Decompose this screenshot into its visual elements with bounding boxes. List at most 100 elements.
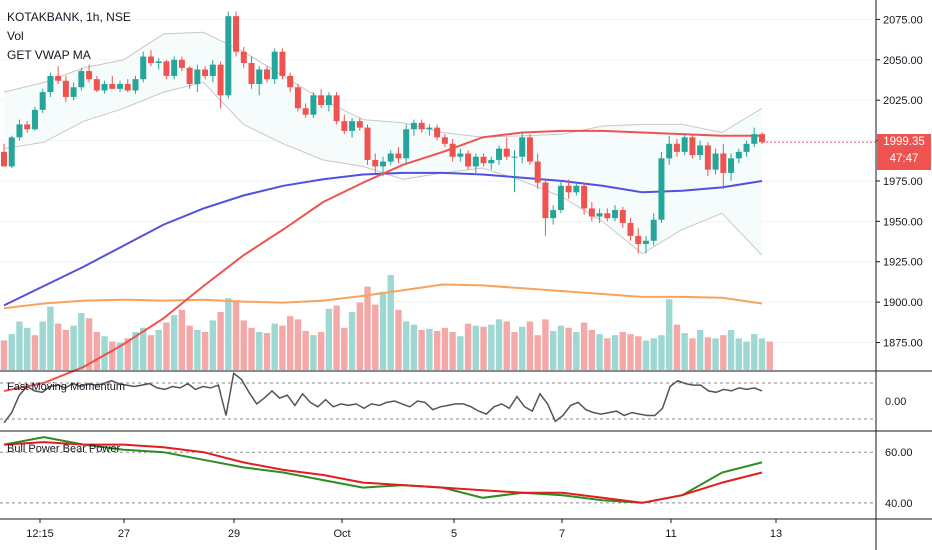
volume-bar <box>488 324 495 370</box>
candle-body <box>403 129 410 159</box>
volume-bar <box>457 336 464 370</box>
price-tick-label: 1925.00 <box>883 257 923 269</box>
candle-body <box>557 185 564 211</box>
candle-body <box>1 151 7 167</box>
candle-body <box>581 185 588 209</box>
candle-body <box>279 51 286 76</box>
volume-bar <box>696 329 704 370</box>
candle-body <box>124 84 131 91</box>
volume-bar <box>426 328 433 370</box>
last-price-value: 1999.35 <box>883 136 925 148</box>
symbol-legend[interactable]: KOTAKBANK, 1h, NSE <box>7 10 131 24</box>
price-tick-label: 1950.00 <box>883 216 923 228</box>
candle-body <box>728 158 735 173</box>
candle-body <box>364 127 371 160</box>
volume-bar <box>673 324 681 370</box>
volume-bar <box>410 324 418 370</box>
candle-body <box>86 71 93 80</box>
volume-bar <box>433 330 441 370</box>
candle-body <box>109 84 116 89</box>
time-tick-label: 5 <box>451 528 457 540</box>
candle-body <box>635 235 642 244</box>
candle-body <box>418 122 425 130</box>
candle-body <box>519 137 526 157</box>
volume-bar <box>534 335 541 370</box>
volume-bar <box>588 329 596 370</box>
volume-bar <box>170 315 178 370</box>
time-tick-label: 11 <box>665 528 676 540</box>
volume-bar <box>317 332 325 370</box>
candle-body <box>62 80 69 97</box>
candle-body <box>472 156 479 167</box>
candle-body <box>426 127 433 130</box>
candle-body <box>302 108 309 115</box>
momentum-line <box>3 372 763 424</box>
time-tick-label: 29 <box>228 528 240 540</box>
candle-body <box>465 153 472 167</box>
volume-bar <box>271 323 278 370</box>
candle-body <box>542 182 549 219</box>
volume-bar <box>279 325 286 370</box>
volume-bar <box>542 319 549 370</box>
candle-body <box>751 134 758 144</box>
volume-bar <box>263 333 271 370</box>
candle-body <box>511 156 518 158</box>
candle-body <box>287 75 294 88</box>
candle-body <box>380 161 386 167</box>
volume-bar <box>503 321 510 370</box>
volume-legend[interactable]: Vol <box>7 29 24 43</box>
volume-bar <box>101 336 108 370</box>
candle-body <box>225 16 232 96</box>
candle-body <box>93 79 100 91</box>
volume-bar <box>333 305 340 370</box>
volume-bar <box>549 330 557 370</box>
candle-body <box>735 151 742 159</box>
volume-bar <box>712 338 719 370</box>
candle-body <box>681 137 688 152</box>
volume-bar <box>310 335 317 370</box>
volume-bar <box>0 340 8 370</box>
volume-bar <box>681 333 688 370</box>
bbp-tick-label: 60.00 <box>885 447 913 459</box>
candle-body <box>550 210 557 219</box>
candle-body <box>410 122 417 130</box>
volume-bar <box>611 335 619 370</box>
candle-body <box>697 145 704 156</box>
volume-bar <box>93 332 101 370</box>
candle-body <box>650 219 657 241</box>
candle-body <box>117 84 124 89</box>
candle-body <box>612 210 619 219</box>
candle-body <box>720 153 727 173</box>
volume-bar <box>495 319 503 370</box>
volume-bar <box>642 340 650 370</box>
vwap-legend[interactable]: GET VWAP MA <box>7 48 91 62</box>
volume-bar <box>348 311 356 370</box>
volume-bar <box>689 338 696 370</box>
candle-body <box>55 75 62 81</box>
time-tick-label: 27 <box>118 528 130 540</box>
volume-bar <box>62 329 70 370</box>
candle-body <box>16 124 23 138</box>
volume-bar <box>85 318 93 370</box>
bbp-title: Bull Power Bear Power <box>7 443 121 455</box>
volume-bar <box>596 334 603 370</box>
price-tick-label: 2075.00 <box>883 14 923 26</box>
volume-bar <box>580 322 588 370</box>
candle-body <box>47 75 54 93</box>
volume-bar <box>735 338 742 370</box>
volume-bar <box>24 327 31 370</box>
candle-body <box>155 61 162 64</box>
volume-bar <box>341 327 348 370</box>
volume-bar <box>665 299 673 370</box>
candle-body <box>248 63 255 85</box>
candle-body <box>496 148 503 160</box>
volume-bar <box>766 341 773 370</box>
candle-body <box>534 161 541 183</box>
candle-body <box>341 121 348 131</box>
time-tick-label: 7 <box>559 528 565 540</box>
volume-bar <box>751 334 758 370</box>
candle-body <box>333 95 340 122</box>
candle-body <box>356 121 363 128</box>
time-tick-label: Oct <box>333 528 350 540</box>
